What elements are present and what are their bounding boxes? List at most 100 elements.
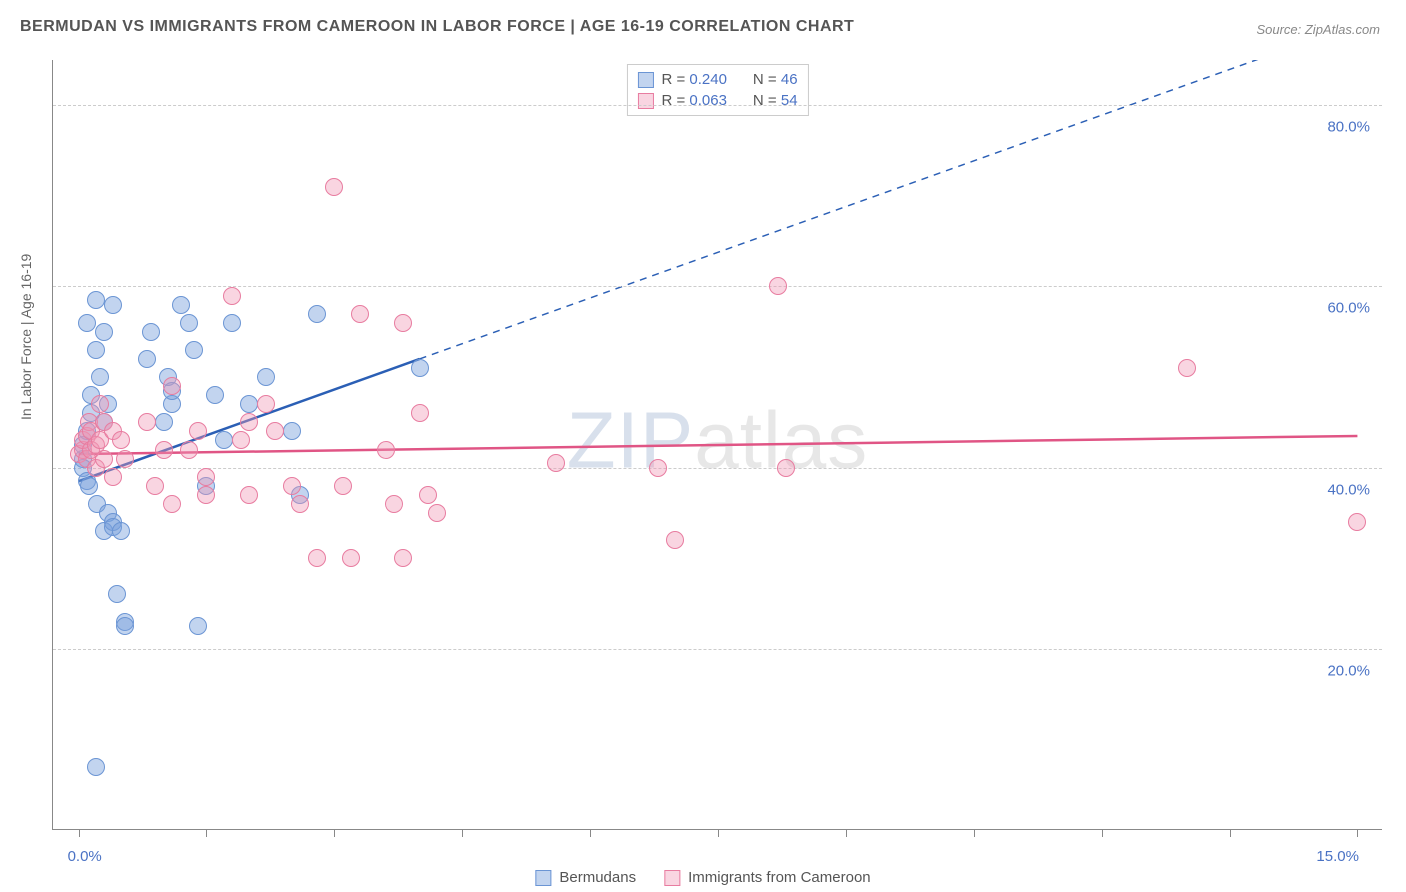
scatter-point [283, 477, 301, 495]
scatter-point [1178, 359, 1196, 377]
scatter-point [180, 314, 198, 332]
x-tick [590, 829, 591, 837]
scatter-point [80, 477, 98, 495]
x-tick [206, 829, 207, 837]
gridline-h [53, 468, 1382, 469]
scatter-point [87, 341, 105, 359]
scatter-point [155, 441, 173, 459]
scatter-point [163, 495, 181, 513]
legend-n-label: N = 54 [753, 92, 798, 109]
scatter-point [104, 468, 122, 486]
x-tick-label-start: 0.0% [68, 848, 102, 865]
scatter-point [108, 585, 126, 603]
scatter-point [308, 305, 326, 323]
scatter-point [91, 368, 109, 386]
x-tick [1230, 829, 1231, 837]
scatter-point [95, 450, 113, 468]
scatter-point [266, 422, 284, 440]
legend-label: Bermudans [559, 869, 636, 886]
y-tick-label: 80.0% [1327, 119, 1370, 136]
scatter-point [411, 359, 429, 377]
scatter-point [377, 441, 395, 459]
x-tick [462, 829, 463, 837]
x-tick [974, 829, 975, 837]
scatter-point [308, 549, 326, 567]
scatter-point [116, 450, 134, 468]
scatter-point [334, 477, 352, 495]
scatter-point [666, 531, 684, 549]
scatter-point [223, 314, 241, 332]
scatter-point [1348, 513, 1366, 531]
scatter-point [777, 459, 795, 477]
scatter-point [257, 395, 275, 413]
legend-swatch [664, 870, 680, 886]
scatter-point [185, 341, 203, 359]
series-legend: Bermudans Immigrants from Cameroon [535, 869, 870, 886]
legend-swatch [535, 870, 551, 886]
scatter-point [172, 296, 190, 314]
scatter-point [649, 459, 667, 477]
scatter-point [325, 178, 343, 196]
scatter-point [394, 549, 412, 567]
legend-item: Immigrants from Cameroon [664, 869, 871, 886]
x-tick [1357, 829, 1358, 837]
scatter-point [163, 377, 181, 395]
scatter-point [197, 468, 215, 486]
gridline-h [53, 649, 1382, 650]
source-label: Source: ZipAtlas.com [1256, 22, 1380, 37]
scatter-point [240, 486, 258, 504]
x-tick [334, 829, 335, 837]
scatter-point [189, 617, 207, 635]
y-tick-label: 40.0% [1327, 481, 1370, 498]
scatter-point [91, 395, 109, 413]
scatter-point [146, 477, 164, 495]
x-tick [718, 829, 719, 837]
scatter-point [197, 486, 215, 504]
scatter-point [112, 522, 130, 540]
scatter-point [342, 549, 360, 567]
x-tick [79, 829, 80, 837]
scatter-point [87, 291, 105, 309]
watermark-zip: ZIP [567, 395, 694, 484]
gridline-h [53, 286, 1382, 287]
scatter-point [223, 287, 241, 305]
scatter-point [112, 431, 130, 449]
x-tick [1102, 829, 1103, 837]
y-axis-label: In Labor Force | Age 16-19 [18, 254, 34, 420]
scatter-point [385, 495, 403, 513]
legend-swatch [637, 72, 653, 88]
scatter-point [215, 431, 233, 449]
scatter-point [394, 314, 412, 332]
scatter-point [428, 504, 446, 522]
scatter-point [291, 495, 309, 513]
legend-row: R = 0.240 N = 46 [637, 69, 797, 90]
scatter-point [232, 431, 250, 449]
scatter-point [283, 422, 301, 440]
x-tick-label-end: 15.0% [1316, 848, 1359, 865]
scatter-point [769, 277, 787, 295]
chart-plot-area: ZIPatlas R = 0.240N = 46R = 0.063N = 54 … [52, 60, 1382, 830]
scatter-point [95, 323, 113, 341]
legend-item: Bermudans [535, 869, 636, 886]
x-tick [846, 829, 847, 837]
scatter-point [240, 395, 258, 413]
scatter-point [547, 454, 565, 472]
scatter-point [138, 413, 156, 431]
legend-label: Immigrants from Cameroon [688, 869, 871, 886]
scatter-point [411, 404, 429, 422]
scatter-point [419, 486, 437, 504]
scatter-point [189, 422, 207, 440]
legend-row: R = 0.063N = 54 [637, 90, 797, 111]
trend-lines-svg [53, 60, 1383, 830]
scatter-point [78, 314, 96, 332]
scatter-point [351, 305, 369, 323]
scatter-point [138, 350, 156, 368]
scatter-point [240, 413, 258, 431]
scatter-point [155, 413, 173, 431]
y-tick-label: 60.0% [1327, 300, 1370, 317]
legend-n-label: N = 46 [753, 71, 798, 88]
gridline-h [53, 105, 1382, 106]
scatter-point [87, 758, 105, 776]
watermark: ZIPatlas [567, 394, 868, 486]
legend-r-label: R = 0.240 [661, 71, 726, 88]
